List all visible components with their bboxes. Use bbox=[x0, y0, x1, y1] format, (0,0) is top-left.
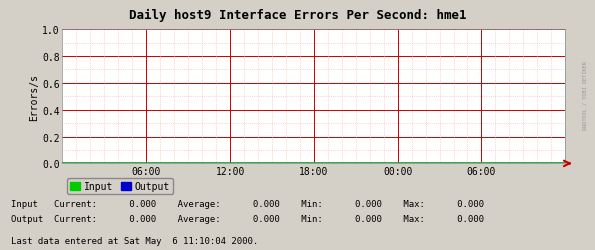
Legend: Input, Output: Input, Output bbox=[67, 178, 173, 194]
Text: RRDTOOL / TOBI OETIKER: RRDTOOL / TOBI OETIKER bbox=[583, 61, 587, 129]
Text: Input   Current:      0.000    Average:      0.000    Min:      0.000    Max:   : Input Current: 0.000 Average: 0.000 Min:… bbox=[11, 199, 484, 208]
Text: Output  Current:      0.000    Average:      0.000    Min:      0.000    Max:   : Output Current: 0.000 Average: 0.000 Min… bbox=[11, 214, 484, 223]
Y-axis label: Errors/s: Errors/s bbox=[29, 74, 39, 120]
Text: Last data entered at Sat May  6 11:10:04 2000.: Last data entered at Sat May 6 11:10:04 … bbox=[11, 236, 258, 245]
Text: Daily host9 Interface Errors Per Second: hme1: Daily host9 Interface Errors Per Second:… bbox=[129, 9, 466, 22]
